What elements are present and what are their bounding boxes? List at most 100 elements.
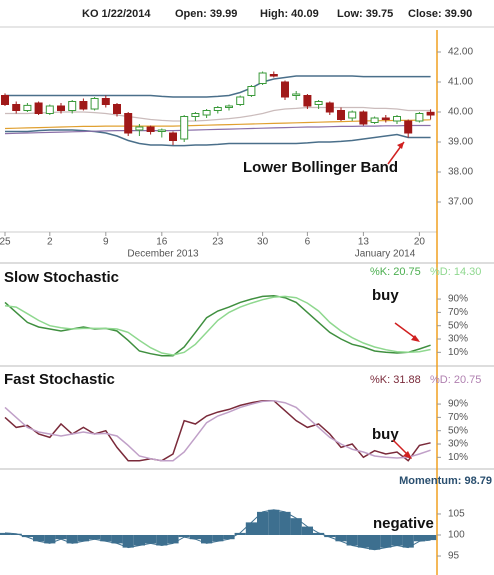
month-label: December 2013	[127, 249, 199, 260]
y-tick-label: 50%	[448, 320, 468, 331]
y-tick-label: 100	[448, 530, 465, 541]
candle-body	[124, 113, 133, 134]
candle-body	[426, 111, 435, 116]
area-segment	[357, 534, 369, 548]
area-segment	[313, 532, 325, 535]
line	[4, 509, 431, 551]
candle-body	[113, 104, 121, 114]
area-segment	[234, 532, 246, 535]
area-segment	[223, 534, 235, 540]
area-segment	[369, 534, 381, 550]
readout: Momentum: 98.79	[399, 475, 492, 487]
candle-body	[370, 117, 379, 123]
candle-body	[258, 72, 267, 84]
y-tick-label: 95	[448, 551, 460, 562]
area-segment	[245, 522, 257, 535]
header-symbol: KO 1/22/2014	[82, 8, 151, 20]
candle-body	[404, 120, 413, 134]
arrow-head	[397, 142, 404, 149]
area-segment	[189, 534, 201, 540]
candle-body	[415, 113, 424, 122]
candle-body	[314, 101, 323, 105]
area-segment	[167, 534, 179, 544]
y-tick-label: 70%	[448, 412, 468, 423]
x-tick-label: 6	[305, 237, 311, 248]
area-segment	[257, 511, 269, 535]
candle-body	[146, 126, 155, 132]
x-tick-label: 30	[257, 237, 269, 248]
area-segment	[279, 511, 291, 535]
x-tick-label: 23	[212, 237, 224, 248]
y-tick-label: 42.00	[448, 47, 473, 58]
area-segment	[380, 534, 392, 548]
header-open: Open: 39.99	[175, 8, 237, 20]
panel-title: Slow Stochastic	[4, 269, 119, 286]
line	[5, 106, 431, 122]
candle-body	[213, 107, 222, 111]
candle-body	[1, 95, 9, 105]
y-tick-label: 30%	[448, 334, 468, 345]
annotation: buy	[372, 287, 399, 304]
y-tick-label: 50%	[448, 425, 468, 436]
candle-body	[12, 104, 21, 111]
area-segment	[66, 534, 78, 544]
candle-body	[169, 132, 177, 141]
area-segment	[33, 534, 45, 542]
header-close: Close: 39.90	[408, 8, 472, 20]
area-segment	[413, 534, 425, 542]
candle-body	[292, 93, 301, 96]
area-segment	[301, 526, 313, 535]
candle-body	[135, 126, 144, 131]
area-segment	[55, 534, 67, 540]
area-segment	[212, 534, 224, 542]
area-segment	[402, 534, 414, 548]
readout: %K: 20.75	[370, 266, 421, 278]
candle-body	[359, 111, 368, 125]
candle-body	[90, 98, 99, 110]
panel-title: Fast Stochastic	[4, 371, 115, 388]
y-tick-label: 41.00	[448, 77, 473, 88]
candle-body	[269, 74, 278, 77]
area-segment	[178, 534, 190, 538]
arrow-head	[411, 335, 420, 342]
y-tick-label: 30%	[448, 439, 468, 450]
area-segment	[145, 534, 157, 544]
candle-body	[23, 104, 32, 112]
candle-body	[381, 117, 390, 120]
y-tick-label: 38.00	[448, 167, 473, 178]
line	[4, 124, 431, 135]
candle-body	[393, 116, 401, 122]
readout: %D: 14.30	[430, 266, 481, 278]
area-segment	[391, 534, 403, 546]
area-segment	[346, 534, 358, 546]
y-tick-label: 39.00	[448, 137, 473, 148]
annotation: negative	[373, 515, 434, 532]
line	[5, 129, 431, 147]
line	[5, 75, 431, 98]
candle-body	[337, 110, 345, 120]
x-tick-label: 25	[0, 237, 11, 248]
area-segment	[335, 534, 347, 542]
candle-body	[157, 129, 166, 132]
annotation: Lower Bollinger Band	[243, 159, 398, 176]
candle-body	[325, 102, 334, 113]
y-tick-label: 10%	[448, 452, 468, 463]
candle-body	[57, 105, 65, 111]
area-segment	[290, 518, 302, 535]
x-tick-label: 16	[156, 237, 168, 248]
candle-body	[79, 101, 88, 110]
candle-body	[45, 105, 54, 114]
x-tick-label: 20	[414, 237, 426, 248]
candle-body	[303, 95, 312, 107]
header-low: Low: 39.75	[337, 8, 393, 20]
area-segment	[77, 534, 89, 542]
y-tick-label: 90%	[448, 294, 468, 305]
month-label: January 2014	[355, 249, 416, 260]
candle-body	[281, 81, 289, 98]
line	[4, 399, 431, 462]
candle-body	[247, 86, 256, 96]
candle-body	[101, 98, 110, 105]
annotation: buy	[372, 426, 399, 443]
